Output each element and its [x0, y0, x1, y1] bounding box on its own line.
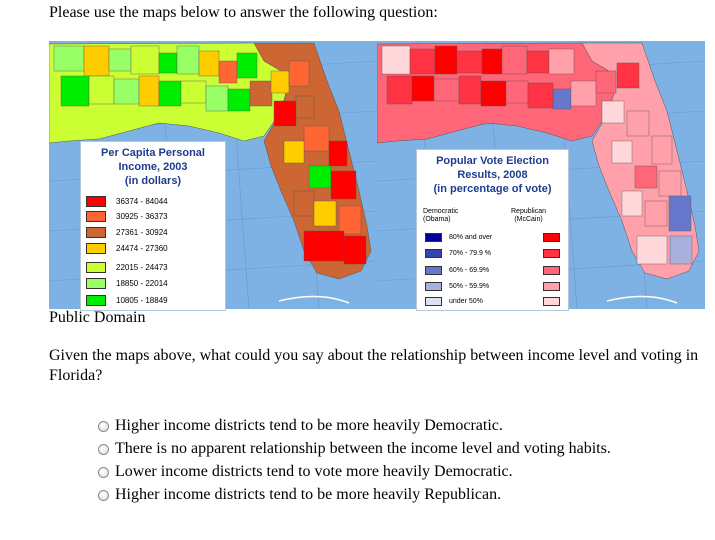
dem-swatch	[425, 249, 442, 258]
vote-legend-row: 60% - 69.9%	[425, 266, 560, 277]
prompt-text: Please use the maps below to answer the …	[49, 4, 438, 21]
answer-option[interactable]: Higher income districts tend to be more …	[98, 416, 611, 436]
income-legend-row: 22015 - 24473	[86, 261, 168, 274]
radio-button[interactable]	[98, 420, 109, 432]
dem-swatch	[425, 266, 442, 275]
rep-swatch	[543, 282, 560, 291]
rep-swatch	[543, 233, 560, 242]
answer-option[interactable]: There is no apparent relationship betwee…	[98, 439, 611, 459]
maps-figure: Per Capita Personal Income, 2003 (in dol…	[49, 41, 705, 311]
democratic-label: Democratic (Obama)	[423, 208, 459, 223]
income-legend-row: 24474 - 27360	[86, 242, 168, 255]
rep-swatch	[543, 249, 560, 258]
radio-button[interactable]	[98, 443, 109, 455]
republican-label: Republican (McCain)	[511, 208, 547, 223]
income-legend-title: Per Capita Personal Income, 2003 (in dol…	[101, 147, 205, 187]
legend-swatch	[86, 211, 106, 222]
image-caption: Public Domain	[49, 309, 146, 326]
income-map	[49, 41, 377, 309]
radio-button[interactable]	[98, 489, 109, 501]
answer-option[interactable]: Higher income districts tend to be more …	[98, 485, 611, 505]
vote-legend-title: Popular Vote Election Results, 2008 (in …	[433, 155, 552, 195]
income-legend-row: 10805 - 18849	[86, 294, 168, 307]
income-legend-row: 27361 - 30924	[86, 226, 168, 239]
vote-legend: Popular Vote Election Results, 2008 (in …	[416, 149, 569, 311]
vote-legend-row: under 50%	[425, 297, 560, 308]
income-legend-row: 18850 - 22014	[86, 277, 168, 290]
question-text: Given the maps above, what could you say…	[49, 347, 699, 384]
rep-swatch	[543, 297, 560, 306]
legend-swatch	[86, 262, 106, 273]
vote-legend-row: 80% and over	[425, 233, 560, 244]
income-legend-row: 30925 - 36373	[86, 210, 168, 223]
legend-swatch	[86, 227, 106, 238]
answer-option[interactable]: Lower income districts tend to vote more…	[98, 462, 611, 482]
radio-button[interactable]	[98, 466, 109, 478]
legend-swatch	[86, 278, 106, 289]
rep-swatch	[543, 266, 560, 275]
income-legend: Per Capita Personal Income, 2003 (in dol…	[80, 141, 226, 311]
legend-swatch	[86, 196, 106, 207]
legend-swatch	[86, 243, 106, 254]
answer-options: Higher income districts tend to be more …	[98, 416, 611, 508]
vote-legend-row: 50% - 59.9%	[425, 282, 560, 293]
dem-swatch	[425, 282, 442, 291]
income-legend-row: 36374 - 84044	[86, 195, 168, 208]
dem-swatch	[425, 297, 442, 306]
legend-swatch	[86, 295, 106, 306]
vote-legend-row: 70% - 79.9 %	[425, 249, 560, 260]
dem-swatch	[425, 233, 442, 242]
